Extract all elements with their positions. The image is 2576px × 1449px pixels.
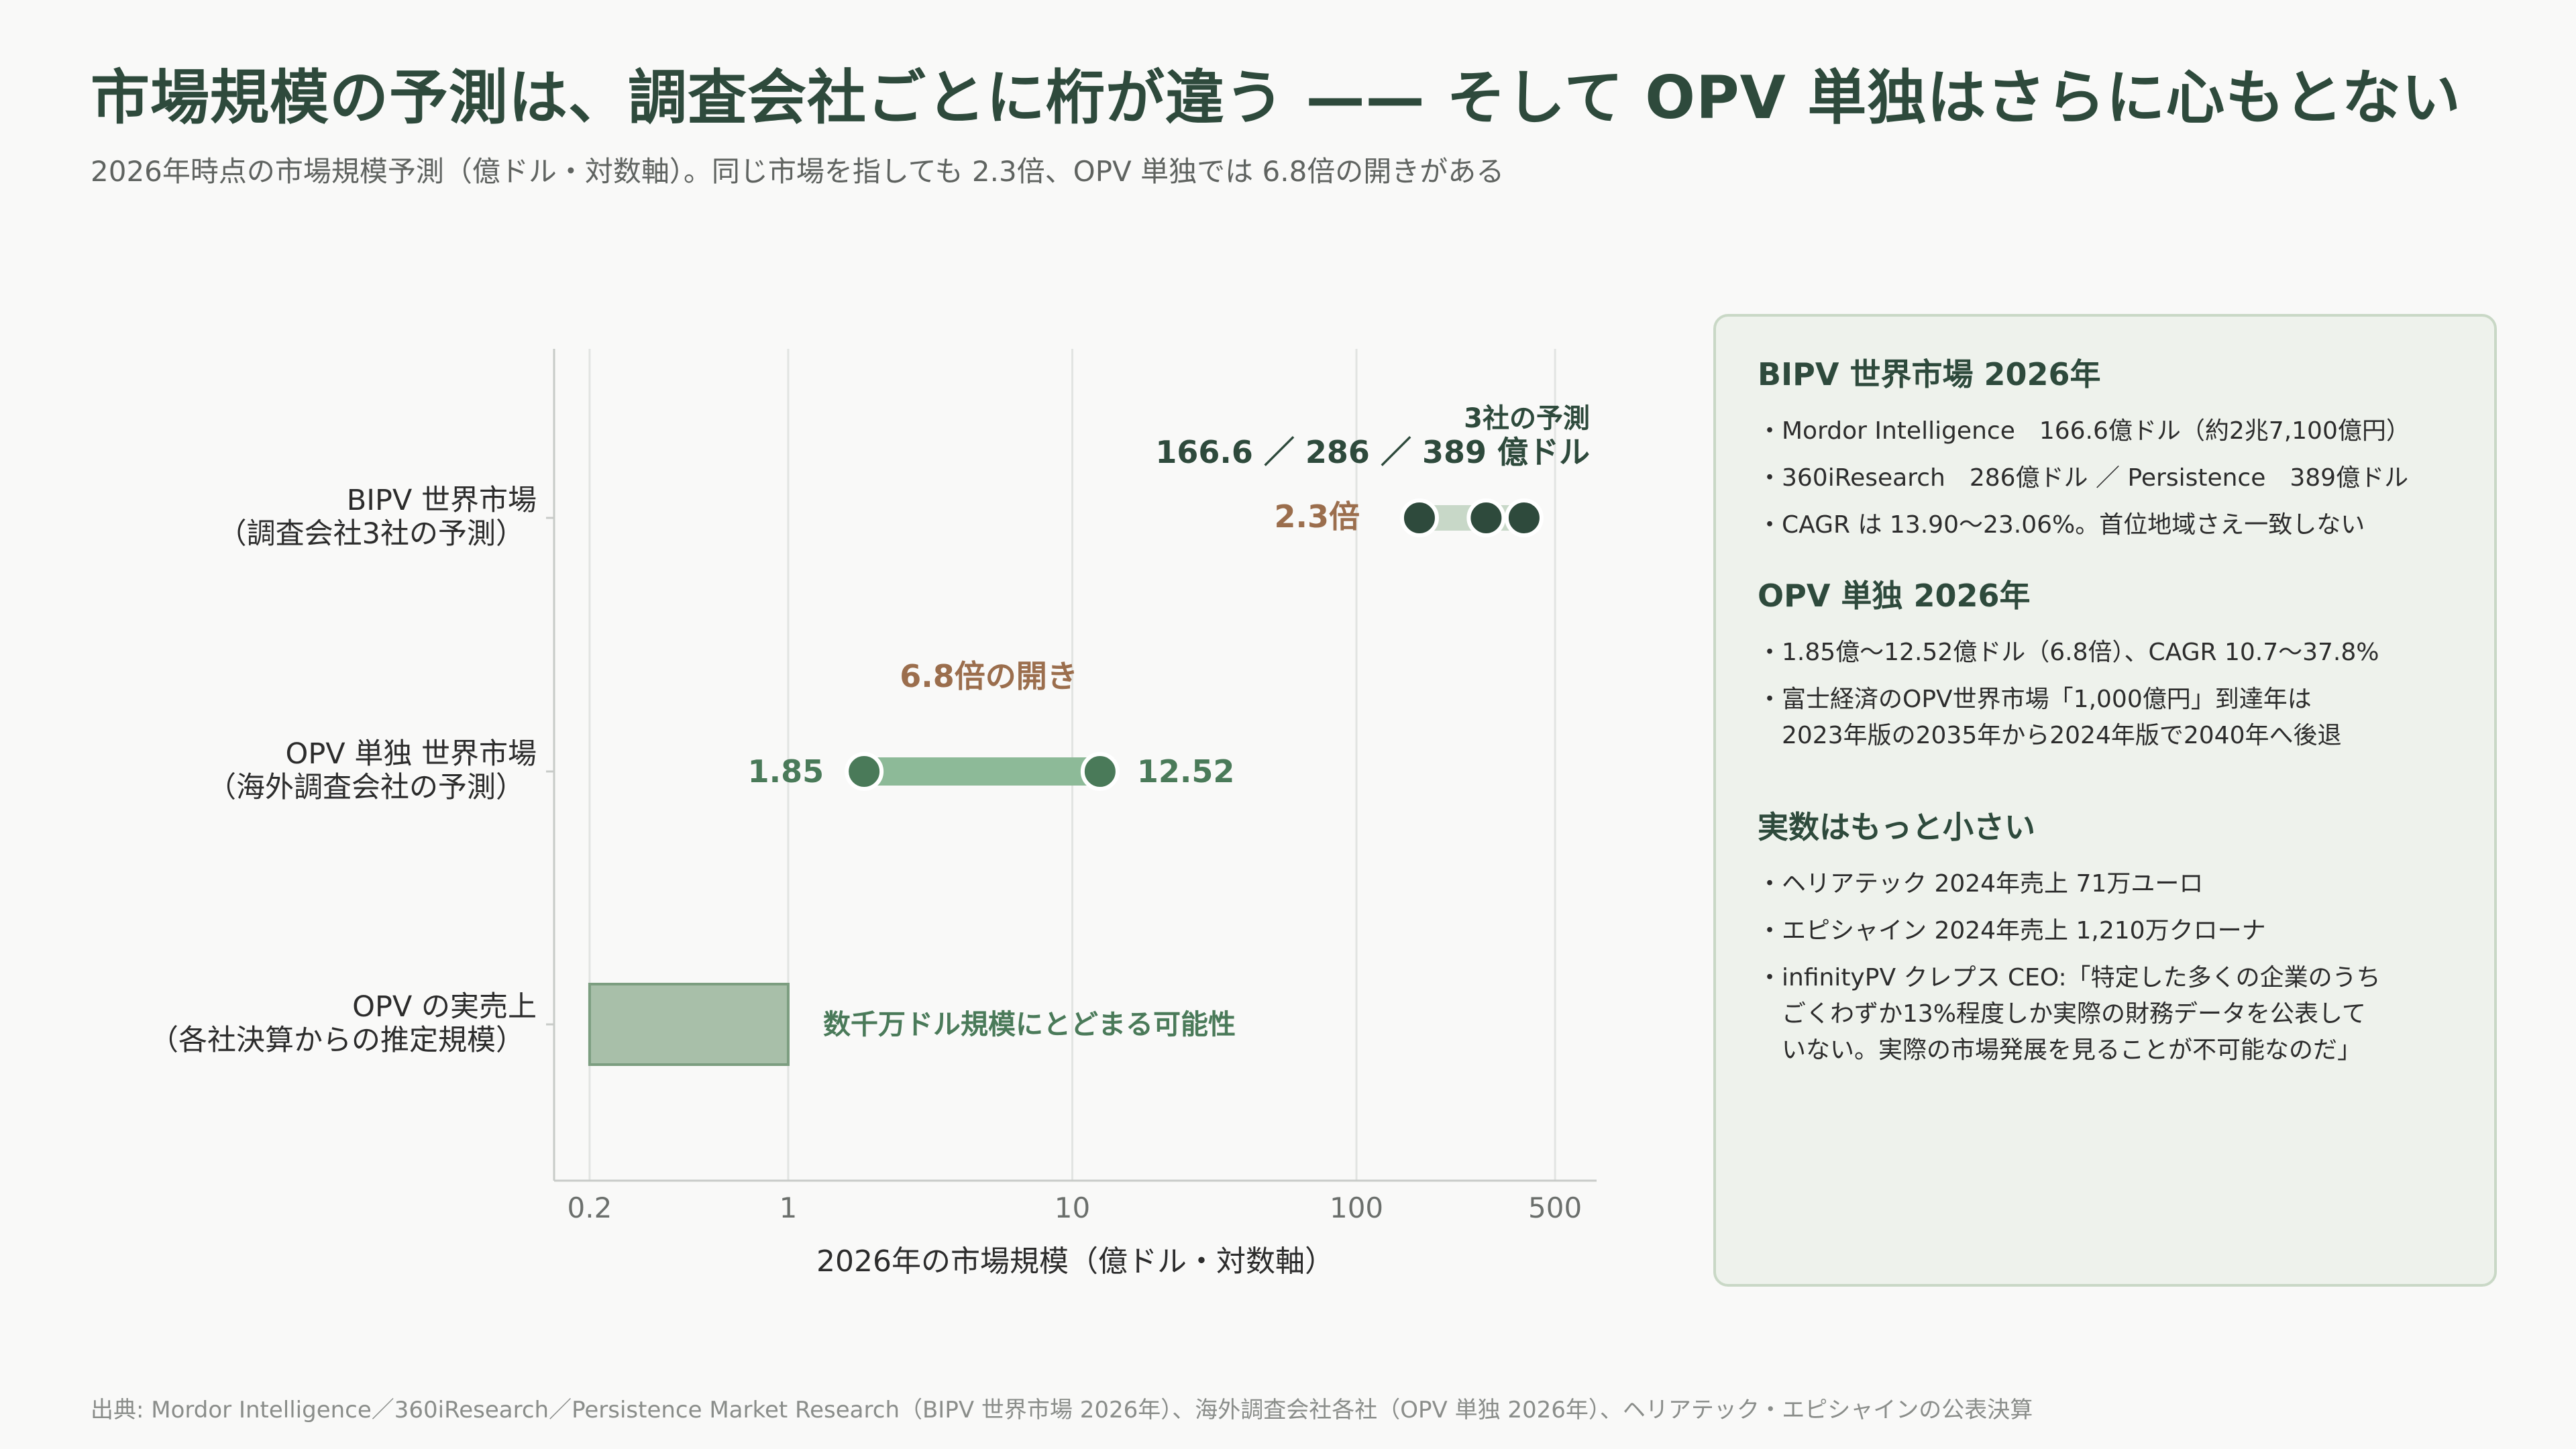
x-tick-label: 1 xyxy=(780,1191,798,1224)
data-point-bipv xyxy=(1504,498,1544,537)
annotation-bipv-heading: 3社の予測 xyxy=(1464,403,1590,434)
side-panel: BIPV 世界市場 2026年 ・Mordor Intelligence 166… xyxy=(1713,314,2497,1287)
annotation-bipv-values: 166.6 ／ 286 ／ 389 億ドル xyxy=(1155,434,1590,470)
panel-list-item: ・ヘリアテック 2024年売上 71万ユーロ xyxy=(1758,870,2204,898)
x-tick-label: 10 xyxy=(1055,1191,1090,1224)
data-point-bipv xyxy=(1399,498,1439,537)
x-tick-label: 100 xyxy=(1330,1191,1383,1224)
page-subtitle: 2026年時点の市場規模予測（億ドル・対数軸）。同じ市場を指しても 2.3倍、O… xyxy=(91,155,1505,188)
panel-list-item: ・エピシャイン 2024年売上 1,210万クローナ xyxy=(1758,917,2266,945)
category-label: OPV 単独 世界市場 xyxy=(285,737,537,771)
panel-section-opv: OPV 単独 2026年 ・1.85億〜12.52億ドル（6.8倍）、CAGR … xyxy=(1758,572,2494,803)
value-label-opv-max: 12.52 xyxy=(1137,753,1235,790)
panel-section-title: OPV 単独 2026年 xyxy=(1758,578,2031,614)
range-box-opv-actual xyxy=(588,983,790,1066)
x-tick-label: 500 xyxy=(1528,1191,1582,1224)
panel-list-item: ・富士経済のOPV世界市場「1,000億円」到達年は 2023年版の2035年か… xyxy=(1758,686,2342,749)
data-point-opv xyxy=(1080,752,1120,791)
page-title: 市場規模の予測は、調査会社ごとに桁が違う —— そして OPV 単独はさらに心も… xyxy=(91,63,2461,132)
panel-section-bipv: BIPV 世界市場 2026年 ・Mordor Intelligence 166… xyxy=(1758,350,2494,572)
panel-list-item: ・360iResearch 286億ドル ／ Persistence 389億ド… xyxy=(1758,464,2409,492)
category-label: （各社決算からの推定規模） xyxy=(150,1024,525,1057)
x-axis-title: 2026年の市場規模（億ドル・対数軸） xyxy=(816,1244,1334,1279)
panel-section-list: ・ヘリアテック 2024年売上 71万ユーロ ・エピシャイン 2024年売上 1… xyxy=(1758,866,2494,1069)
data-point-opv xyxy=(845,752,884,791)
category-label: （海外調査会社の予測） xyxy=(207,771,525,804)
ratio-label-bipv: 2.3倍 xyxy=(1275,498,1360,535)
panel-section-list: ・1.85億〜12.52億ドル（6.8倍）、CAGR 10.7〜37.8% ・富… xyxy=(1758,635,2494,754)
panel-list-item: ・Mordor Intelligence 166.6億ドル（約2兆7,100億円… xyxy=(1758,417,2410,445)
category-label: BIPV 世界市場 xyxy=(347,484,537,517)
value-label-opv-min: 1.85 xyxy=(748,753,824,790)
chart-axes: 0.2 1 10 100 500 2026年の市場規模（億ドル・対数軸） xyxy=(553,349,1597,1279)
source-note: 出典: Mordor Intelligence／360iResearch／Per… xyxy=(91,1397,2033,1424)
category-label: OPV の実売上 xyxy=(352,990,537,1024)
panel-section-actuals: 実数はもっと小さい ・ヘリアテック 2024年売上 71万ユーロ ・エピシャイン… xyxy=(1758,803,2494,1069)
annotation-opv-actual: 数千万ドル規模にとどまる可能性 xyxy=(823,1008,1236,1040)
range-chart: 0.2 1 10 100 500 2026年の市場規模（億ドル・対数軸） BIPV 世界市… xyxy=(150,349,1597,1279)
data-point-bipv xyxy=(1466,498,1506,537)
chart-marks xyxy=(588,498,1544,1066)
panel-list-item: ・infinityPV クレプス CEO:「特定した多くの企業のうち ごくわずか… xyxy=(1758,964,2381,1064)
x-tick-label: 0.2 xyxy=(568,1191,612,1224)
ratio-label-opv: 6.8倍の開き xyxy=(900,658,1078,694)
category-labels: BIPV 世界市場（調査会社3社の予測） OPV 単独 世界市場（海外調査会社の予… xyxy=(150,484,554,1057)
panel-list-item: ・CAGR は 13.90〜23.06%。首位地域さえ一致しない xyxy=(1758,511,2365,539)
category-label: （調査会社3社の予測） xyxy=(218,517,525,551)
panel-section-title: BIPV 世界市場 2026年 xyxy=(1758,356,2101,392)
panel-section-list: ・Mordor Intelligence 166.6億ドル（約2兆7,100億円… xyxy=(1758,413,2494,543)
panel-section-title: 実数はもっと小さい xyxy=(1758,809,2035,845)
panel-list-item: ・1.85億〜12.52億ドル（6.8倍）、CAGR 10.7〜37.8% xyxy=(1758,639,2379,666)
